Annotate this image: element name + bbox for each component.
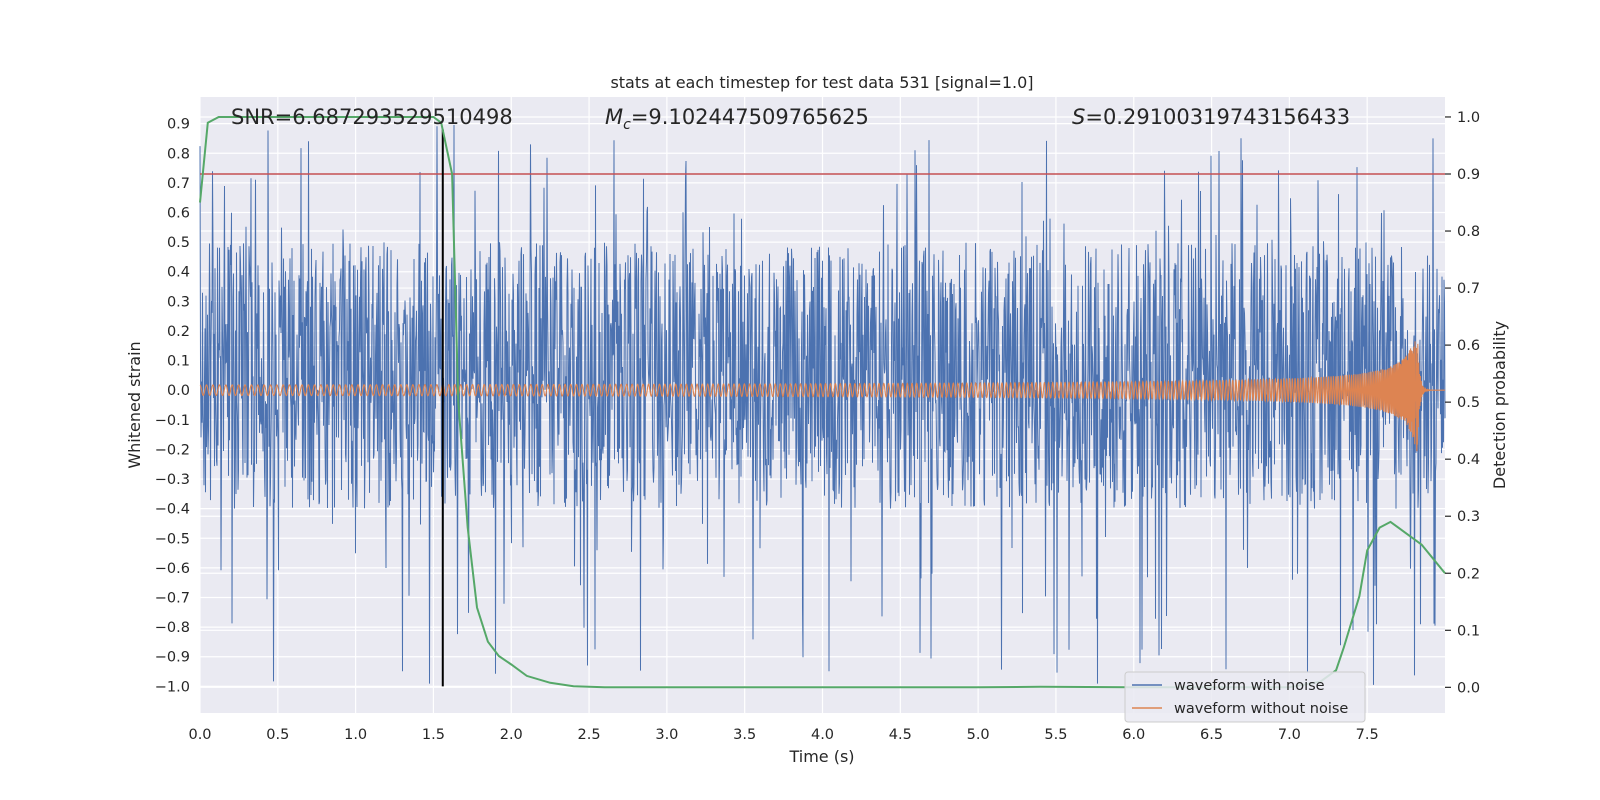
y-left-tick-label: 0.3: [167, 294, 190, 310]
x-axis-ticks: 0.0 0.5 1.0 1.5 2.0 2.5 3.0 3.5 4.0 4.5 5.0 5.5 6.0 6…: [188, 727, 1378, 743]
chirp-mass-value: =9.102447509765625: [631, 105, 869, 129]
x-tick-label: 4.0: [811, 727, 834, 743]
x-tick-label: 6.0: [1122, 727, 1145, 743]
y-right-tick-label: 1.0: [1457, 110, 1480, 126]
x-tick-label: 0.5: [266, 727, 289, 743]
y-left-tick-label: −0.3: [155, 472, 190, 488]
x-tick-label: 2.5: [578, 727, 601, 743]
y-right-tick-label: 0.0: [1457, 680, 1480, 696]
y-left-tick-label: 0.9: [167, 117, 190, 133]
waveform-with-noise-line: [199, 124, 1446, 685]
chirp-mass-subscript: c: [623, 117, 631, 133]
y-left-tick-label: 0.2: [167, 324, 190, 340]
chart-title: stats at each timestep for test data 531…: [610, 73, 1033, 92]
legend-box: [1124, 671, 1366, 723]
y-left-tick-label: −0.6: [155, 561, 190, 577]
y-right-tick-label: 0.3: [1457, 509, 1480, 525]
y-left-tick-label: −1.0: [155, 679, 190, 695]
x-tick-label: 1.5: [422, 727, 445, 743]
y-right-tick-label: 0.2: [1457, 566, 1480, 582]
snr-annotation: SNR=6.687293529510498: [231, 105, 513, 129]
y-right-tick-label: 0.1: [1457, 623, 1480, 639]
chirp-mass-annotation: Mc=9.102447509765625: [605, 105, 869, 133]
waveform-without-noise-series: [199, 341, 1445, 452]
y-left-tick-label: −0.2: [155, 442, 190, 458]
s-symbol: S: [1072, 105, 1085, 129]
y-left-tick-label: −0.9: [155, 650, 190, 666]
y-right-axis-ticks: 1.0 0.9 0.8 0.7 0.6 0.5 0.4 0.3 0.2 0.1 0.0: [1445, 110, 1480, 696]
x-tick-label: 7.0: [1278, 727, 1301, 743]
y-left-axis-label: Whitened strain: [125, 341, 144, 468]
legend-label-noise: waveform with noise: [1174, 678, 1325, 694]
x-tick-label: 1.0: [344, 727, 367, 743]
y-left-tick-label: 0.4: [167, 265, 190, 281]
x-axis-label: Time (s): [788, 747, 854, 766]
y-right-tick-label: 0.5: [1457, 395, 1480, 411]
y-left-tick-label: −0.7: [155, 591, 190, 607]
x-tick-label: 2.0: [500, 727, 523, 743]
y-right-tick-label: 0.9: [1457, 167, 1480, 183]
waveform-without-noise-line: [199, 341, 1445, 452]
s-value: =0.29100319743156433: [1085, 105, 1350, 129]
y-left-tick-label: 0.7: [167, 176, 190, 192]
x-tick-label: 7.5: [1356, 727, 1379, 743]
legend-label-clean: waveform without noise: [1174, 701, 1348, 717]
y-right-tick-label: 0.8: [1457, 224, 1480, 240]
y-right-tick-label: 0.6: [1457, 338, 1480, 354]
chirp-mass-symbol: M: [605, 105, 623, 129]
y-left-tick-label: −0.1: [155, 413, 190, 429]
x-tick-label: 3.5: [733, 727, 756, 743]
x-tick-label: 3.0: [655, 727, 678, 743]
x-tick-label: 5.0: [967, 727, 990, 743]
x-tick-label: 6.5: [1200, 727, 1223, 743]
y-left-tick-label: 0.8: [167, 146, 190, 162]
y-left-tick-label: 0.1: [167, 354, 190, 370]
legend: waveform with noise waveform without noi…: [1124, 671, 1366, 723]
x-tick-label: 5.5: [1044, 727, 1067, 743]
x-tick-label: 4.5: [889, 727, 912, 743]
y-right-tick-label: 0.7: [1457, 281, 1480, 297]
y-left-tick-label: 0.0: [167, 383, 190, 399]
waveform-with-noise-series: [199, 124, 1446, 685]
y-left-tick-label: −0.4: [155, 502, 190, 518]
s-annotation: S=0.29100319743156433: [1072, 105, 1350, 129]
detection-probability-series: [199, 116, 1446, 689]
detection-probability-line: [199, 116, 1446, 689]
y-left-tick-label: −0.8: [155, 620, 190, 636]
y-left-tick-label: −0.5: [155, 531, 190, 547]
y-left-tick-label: 0.5: [167, 235, 190, 251]
x-tick-label: 0.0: [188, 727, 211, 743]
y-left-tick-label: 0.6: [167, 206, 190, 222]
y-right-axis-label: Detection probability: [1490, 321, 1509, 489]
y-right-tick-label: 0.4: [1457, 452, 1480, 468]
y-left-axis-ticks: 0.9 0.8 0.7 0.6 0.5 0.4 0.3 0.2 0.1 0.0 −0.1 −0.2 −0…: [155, 117, 190, 696]
